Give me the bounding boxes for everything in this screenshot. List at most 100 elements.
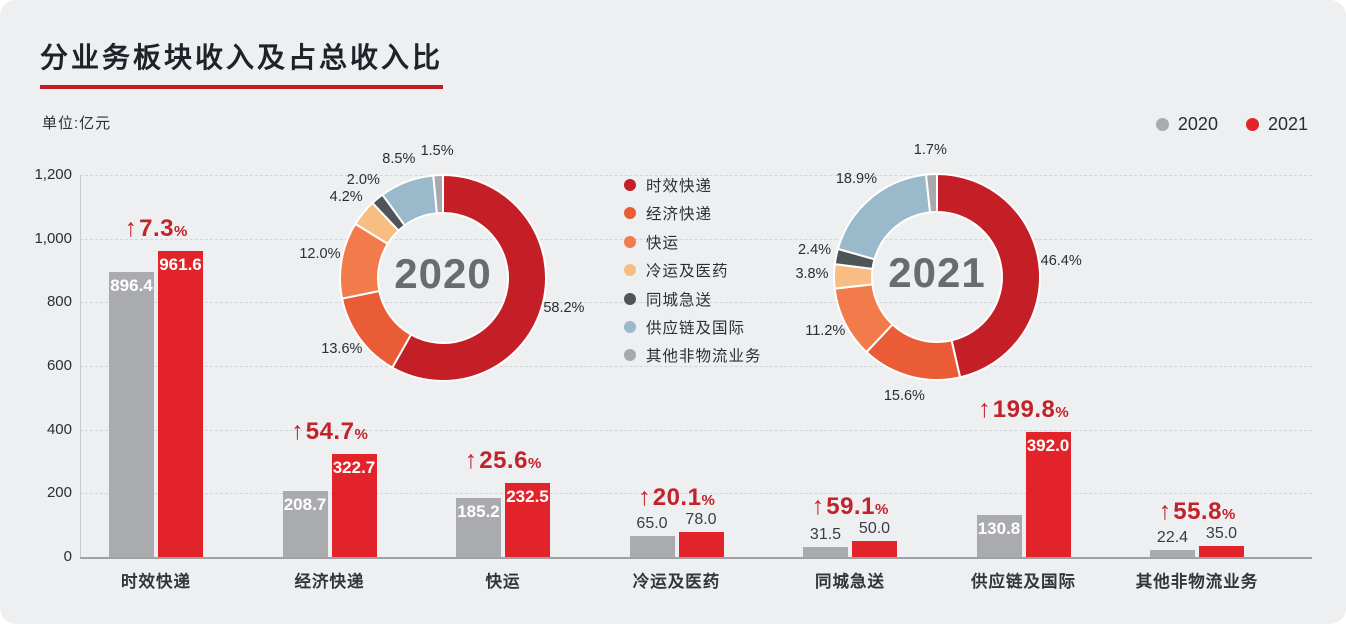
growth-arrow-icon: ↑ [638, 483, 651, 511]
y-axis-tick-label: 600 [46, 357, 72, 374]
growth-percent-sign: % [174, 223, 188, 240]
category-label: 其他非物流业务 [1135, 573, 1259, 591]
growth-percent-sign: % [354, 426, 368, 443]
y-axis-line [80, 175, 81, 557]
category-label: 同城急送 [815, 573, 885, 591]
category-label: 经济快递 [294, 573, 365, 591]
bar-2020-6 [1150, 550, 1195, 557]
donut-2021-slice-其他非物流业务 [924, 172, 938, 214]
value-label-2020-2: 185.2 [457, 502, 500, 521]
donut-2020-percent-经济快递: 13.6% [321, 341, 363, 358]
legend-dot-icon [624, 349, 636, 362]
donut-2020-percent-同城急送: 2.0% [346, 171, 380, 188]
y-axis-tick-label: 800 [46, 293, 72, 311]
unit-label: 单位:亿元 [42, 115, 112, 132]
value-label-2021-3: 78.0 [685, 511, 717, 528]
legend-label: 2020 [1177, 114, 1218, 134]
bar-2021-5 [1025, 432, 1071, 557]
legend-dot-icon [624, 179, 636, 191]
value-label-2020-3: 65.0 [636, 515, 668, 532]
growth-arrow-icon: ↑ [811, 492, 825, 520]
legend-label: 同城急送 [646, 291, 713, 309]
donut-2020-percent-冷运及医药: 4.2% [329, 188, 363, 205]
donut-2020-percent-快运: 12.0% [299, 246, 341, 263]
donut-legend-item-其他非物流业务: 其他非物流业务 [624, 346, 762, 366]
growth-label-4: ↑59.1% [740, 492, 960, 521]
growth-percent-sign: % [701, 492, 715, 509]
legend-label: 时效快递 [646, 178, 713, 195]
legend-label: 经济快递 [646, 206, 713, 224]
growth-label-1: ↑54.7% [220, 417, 440, 446]
donut-2021-percent-快运: 11.2% [805, 323, 846, 340]
bar-2020-3 [629, 536, 675, 557]
bar-2021-3 [678, 532, 724, 557]
donut-legend-item-同城急送: 同城急送 [624, 290, 762, 309]
growth-value: 59.1 [826, 493, 875, 520]
donut-year-label-2021: 2021 [888, 249, 986, 296]
category-label: 快运 [485, 573, 521, 591]
legend-dot-icon [624, 235, 636, 248]
gridline [80, 366, 1312, 367]
bar-2021-0 [158, 251, 203, 557]
legend-dot-icon [624, 292, 636, 305]
value-label-2020-5: 130.8 [977, 519, 1021, 538]
donut-2021 [833, 172, 1041, 381]
year-legend-item-2020: 2020 [1155, 114, 1218, 135]
bar-2020-2 [456, 498, 501, 557]
gridline [80, 302, 1312, 304]
legend-dot-icon [624, 320, 636, 333]
donut-2021-percent-时效快递: 46.4% [1040, 252, 1082, 269]
bar-2021-4 [852, 541, 897, 557]
growth-label-3: ↑20.1% [567, 483, 787, 512]
value-label-2021-2: 232.5 [506, 487, 549, 506]
category-label: 供应链及国际 [971, 573, 1076, 591]
growth-arrow-icon: ↑ [464, 446, 478, 474]
donut-2021-percent-供应链及国际: 18.9% [835, 171, 877, 188]
year-legend-item-2021: 2021 [1245, 114, 1308, 135]
growth-arrow-icon: ↑ [978, 395, 991, 423]
donut-2021-slice-时效快递 [936, 172, 1041, 379]
growth-label-0: ↑7.3% [46, 214, 266, 243]
category-label: 时效快递 [121, 573, 191, 591]
legend-label: 冷运及医药 [646, 263, 729, 281]
value-label-2020-0: 896.4 [110, 276, 153, 295]
growth-label-5: ↑199.8% [914, 395, 1134, 424]
donut-2020-slice-其他非物流业务 [432, 173, 444, 215]
growth-value: 25.6 [479, 447, 528, 474]
bar-2020-1 [282, 491, 328, 557]
growth-label-6: ↑55.8% [1087, 497, 1307, 526]
growth-label-2: ↑25.6% [393, 446, 613, 475]
donut-legend-item-冷运及医药: 冷运及医药 [624, 261, 762, 281]
legend-label: 供应链及国际 [646, 319, 746, 337]
donut-2021-percent-经济快递: 15.6% [883, 387, 925, 404]
donut-legend-item-供应链及国际: 供应链及国际 [624, 318, 762, 337]
legend-label: 2021 [1267, 114, 1308, 134]
bar-2021-6 [1199, 546, 1244, 557]
growth-value: 54.7 [305, 418, 355, 445]
legend-label: 其他非物流业务 [646, 348, 762, 366]
donut-2020-percent-其他非物流业务: 1.5% [420, 143, 454, 160]
growth-value: 199.8 [992, 396, 1056, 423]
donut-year-label-2020: 2020 [394, 250, 492, 297]
gridline [80, 238, 1312, 240]
donut-legend-item-快运: 快运 [624, 233, 762, 252]
donut-2020-percent-时效快递: 58.2% [543, 299, 585, 316]
donut-legend-item-时效快递: 时效快递 [624, 176, 762, 195]
growth-arrow-icon: ↑ [124, 214, 138, 242]
bar-2020-4 [803, 547, 848, 557]
bar-2021-2 [505, 483, 550, 557]
value-label-2021-4: 50.0 [858, 520, 891, 537]
legend-dot-icon [624, 207, 636, 220]
y-axis-tick-label: 1,000 [34, 229, 72, 247]
y-axis-tick-label: 1,200 [34, 166, 72, 183]
donut-legend: 时效快递经济快递快运冷运及医药同城急送供应链及国际 其他非物流业务 [624, 176, 762, 375]
value-label-2021-1: 322.7 [332, 458, 376, 477]
donut-2020 [339, 173, 547, 382]
legend-dot-icon [1245, 118, 1259, 131]
year-legend: 2020 2021 [1155, 114, 1308, 135]
donut-2020-percent-供应链及国际: 8.5% [382, 151, 416, 168]
legend-dot-icon [624, 264, 636, 277]
value-label-2020-4: 31.5 [809, 526, 842, 543]
bar-2020-0 [109, 272, 154, 557]
